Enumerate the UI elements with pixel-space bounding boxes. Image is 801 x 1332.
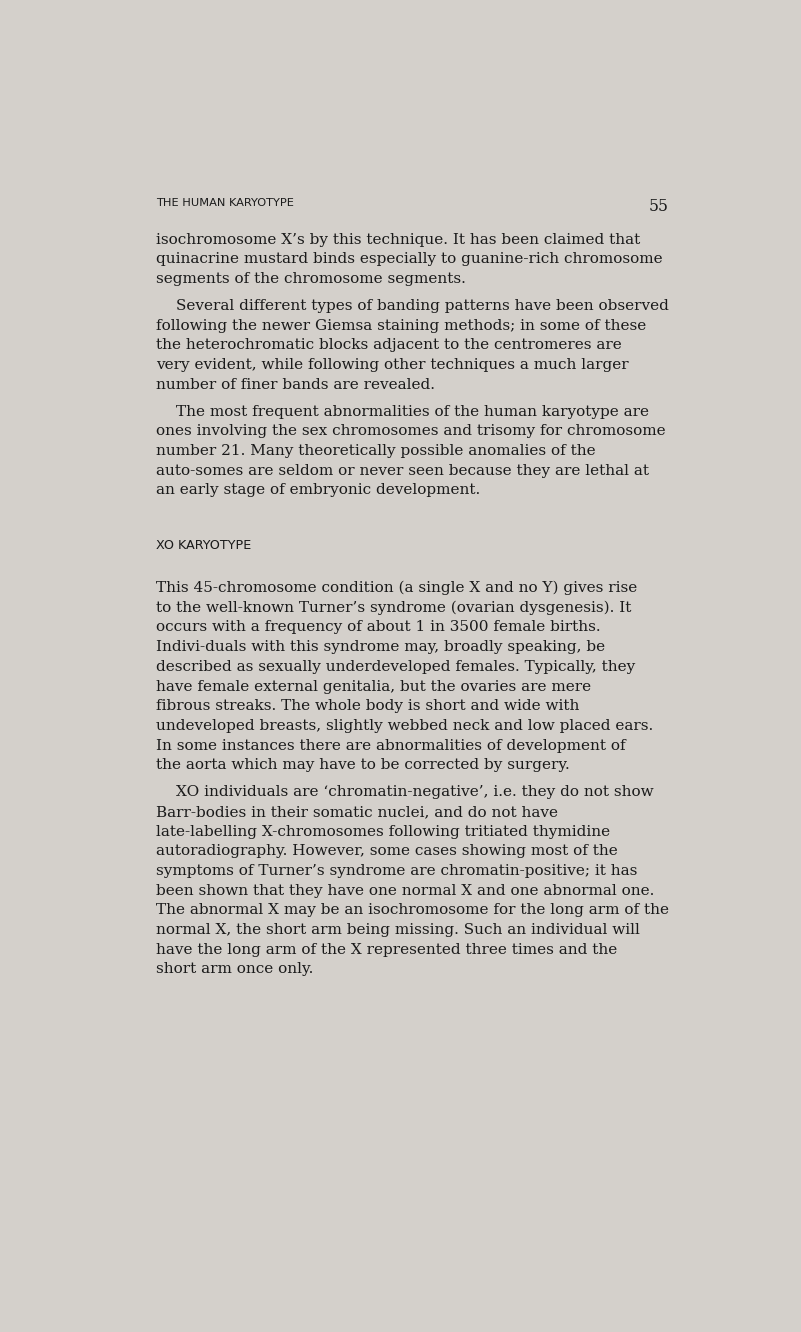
- Text: described as sexually underdeveloped females. Typically, they: described as sexually underdeveloped fem…: [156, 659, 635, 674]
- Text: XO individuals are ‘chromatin-negative’, i.e. they do not show: XO individuals are ‘chromatin-negative’,…: [176, 785, 654, 799]
- Text: Barr-bodies in their somatic nuclei, and do not have: Barr-bodies in their somatic nuclei, and…: [156, 805, 558, 819]
- Text: normal X, the short arm being missing. Such an individual will: normal X, the short arm being missing. S…: [156, 923, 640, 936]
- Text: undeveloped breasts, slightly webbed neck and low placed ears.: undeveloped breasts, slightly webbed nec…: [156, 719, 653, 733]
- Text: have the long arm of the X represented three times and the: have the long arm of the X represented t…: [156, 943, 618, 956]
- Text: This 45-chromosome condition (a single X and no Y) gives rise: This 45-chromosome condition (a single X…: [156, 581, 637, 595]
- Text: number 21. Many theoretically possible anomalies of the: number 21. Many theoretically possible a…: [156, 444, 596, 458]
- Text: isochromosome X’s by this technique. It has been claimed that: isochromosome X’s by this technique. It …: [156, 233, 640, 246]
- Text: to the well-known Turner’s syndrome (ovarian dysgenesis). It: to the well-known Turner’s syndrome (ova…: [156, 601, 631, 615]
- Text: 55: 55: [648, 198, 668, 216]
- Text: autoradiography. However, some cases showing most of the: autoradiography. However, some cases sho…: [156, 844, 618, 858]
- Text: The most frequent abnormalities of the human karyotype are: The most frequent abnormalities of the h…: [176, 405, 650, 418]
- Text: auto­somes are seldom or never seen because they are lethal at: auto­somes are seldom or never seen beca…: [156, 464, 649, 478]
- Text: been shown that they have one normal X and one abnormal one.: been shown that they have one normal X a…: [156, 883, 654, 898]
- Text: following the newer Giemsa staining methods; in some of these: following the newer Giemsa staining meth…: [156, 318, 646, 333]
- Text: The abnormal X may be an isochromosome for the long arm of the: The abnormal X may be an isochromosome f…: [156, 903, 669, 918]
- Text: occurs with a frequency of about 1 in 3500 female births.: occurs with a frequency of about 1 in 35…: [156, 621, 601, 634]
- Text: quinacrine mustard binds especially to guanine-rich chromosome: quinacrine mustard binds especially to g…: [156, 253, 662, 266]
- Text: very evident, while following other techniques a much larger: very evident, while following other tech…: [156, 358, 629, 372]
- Text: Several different types of banding patterns have been observed: Several different types of banding patte…: [176, 300, 670, 313]
- Text: short arm once only.: short arm once only.: [156, 963, 313, 976]
- Text: the aorta which may have to be corrected by surgery.: the aorta which may have to be corrected…: [156, 758, 570, 773]
- Text: symptoms of Turner’s syndrome are chromatin-positive; it has: symptoms of Turner’s syndrome are chroma…: [156, 864, 638, 878]
- Text: number of finer bands are revealed.: number of finer bands are revealed.: [156, 378, 435, 392]
- Text: ones involving the sex chromosomes and trisomy for chromosome: ones involving the sex chromosomes and t…: [156, 425, 666, 438]
- Text: an early stage of embryonic development.: an early stage of embryonic development.: [156, 484, 480, 497]
- Text: Indivi­duals with this syndrome may, broadly speaking, be: Indivi­duals with this syndrome may, bro…: [156, 641, 605, 654]
- Text: the heterochromatic blocks adjacent to the centromeres are: the heterochromatic blocks adjacent to t…: [156, 338, 622, 353]
- Text: XO KARYOTYPE: XO KARYOTYPE: [156, 539, 252, 551]
- Text: segments of the chromosome segments.: segments of the chromosome segments.: [156, 272, 466, 286]
- Text: fibrous streaks. The whole body is short and wide with: fibrous streaks. The whole body is short…: [156, 699, 579, 713]
- Text: In some instances there are abnormalities of development of: In some instances there are abnormalitie…: [156, 739, 626, 753]
- Text: THE HUMAN KARYOTYPE: THE HUMAN KARYOTYPE: [156, 198, 294, 208]
- Text: have female external genitalia, but the ovaries are mere: have female external genitalia, but the …: [156, 679, 591, 694]
- Text: late-labelling X-chromosomes following tritiated thymidine: late-labelling X-chromosomes following t…: [156, 825, 610, 839]
